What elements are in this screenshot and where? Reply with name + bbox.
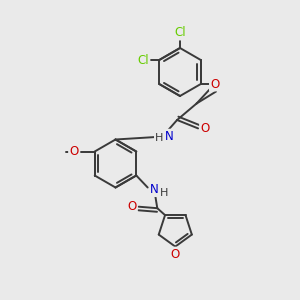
- Text: O: O: [69, 145, 78, 158]
- Text: H: H: [160, 188, 168, 198]
- Text: H: H: [155, 133, 163, 143]
- Text: N: N: [165, 130, 173, 143]
- Text: O: O: [128, 200, 137, 213]
- Text: O: O: [171, 248, 180, 261]
- Text: O: O: [210, 77, 219, 91]
- Text: N: N: [150, 183, 159, 196]
- Text: O: O: [200, 122, 209, 135]
- Text: Cl: Cl: [138, 53, 149, 67]
- Text: Cl: Cl: [174, 26, 186, 40]
